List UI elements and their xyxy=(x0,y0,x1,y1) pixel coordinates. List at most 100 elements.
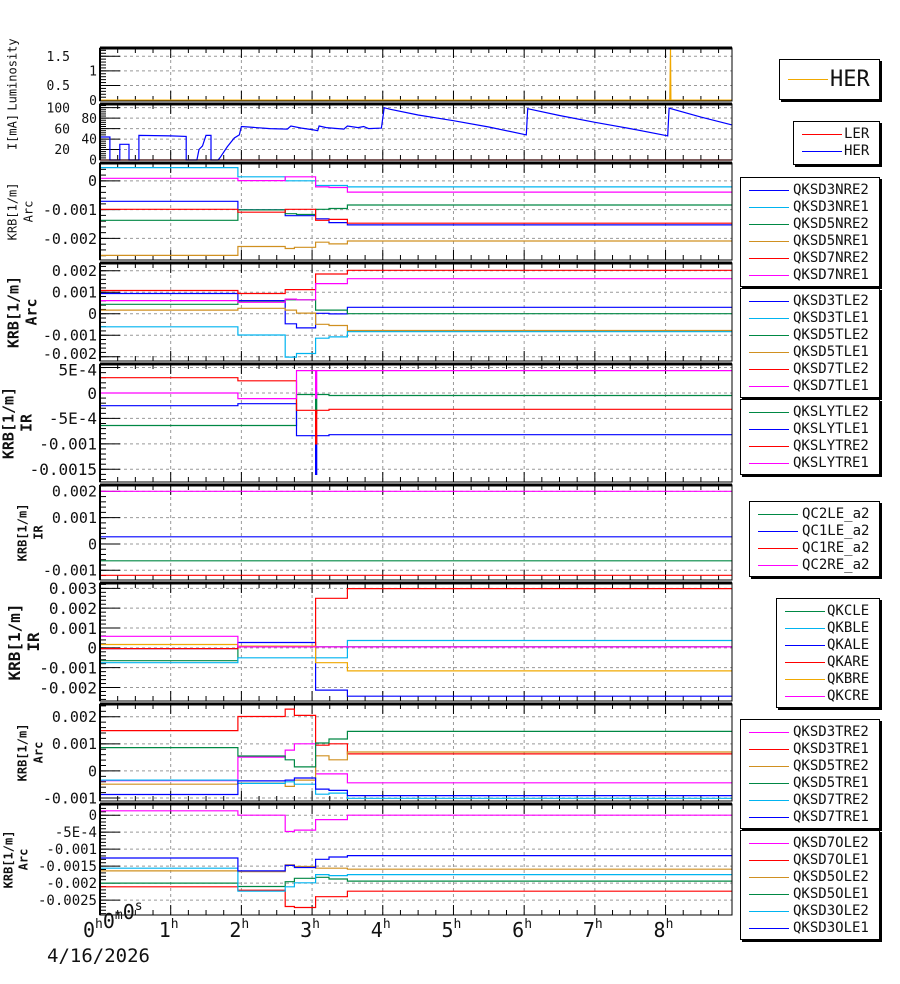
y-tick-label: 0.001 xyxy=(52,284,97,302)
series-qksd5ole1 xyxy=(100,876,732,888)
y-axis-label: IR xyxy=(18,413,36,432)
legend-label: QC1LE_a2 xyxy=(802,523,870,539)
y-axis-label: Arc xyxy=(23,298,41,325)
series-qkslytre1 xyxy=(100,370,732,400)
x-axis-date: 4/16/2026 xyxy=(47,945,150,967)
legend-swatch xyxy=(749,860,789,861)
x-tick-value: 7 xyxy=(583,918,595,942)
legend-swatch xyxy=(749,190,789,191)
legend-swatch xyxy=(749,258,789,259)
legend-label: LER xyxy=(844,126,870,142)
legend-label: QKSD7TRE1 xyxy=(793,809,869,825)
x-tick-value: 0 xyxy=(123,900,135,924)
y-axis-label: KRB[1/m] xyxy=(5,276,23,348)
legend-label: QC1RE_a2 xyxy=(802,540,870,556)
y-tick-label: -0.001 xyxy=(39,435,97,454)
y-axis-label: KRB[1/m] xyxy=(5,603,24,680)
legend-swatch xyxy=(749,275,789,276)
panel-3: 0 -0.001 -0.002 KRB[1/m] Arc xyxy=(5,161,733,261)
x-tick-unit: h xyxy=(241,917,249,932)
panel-frame xyxy=(99,582,733,702)
series-qksd3nre1 xyxy=(100,167,732,188)
y-tick-label: -0.0015 xyxy=(30,460,97,479)
legend-label: QKBRE xyxy=(827,671,870,687)
legend-swatch xyxy=(749,386,789,387)
legend-swatch xyxy=(749,817,789,818)
legend-swatch xyxy=(749,463,789,464)
legend-panel-6: QC2LE_a2 QC1LE_a2 QC1RE_a2 QC2RE_a2 xyxy=(749,501,880,577)
legend-swatch xyxy=(785,696,825,697)
y-tick-label: -0.0015 xyxy=(38,859,97,875)
y-tick-label: -0.001 xyxy=(39,658,97,677)
y-tick-label: 0.001 xyxy=(49,619,97,638)
panel-4: 0.002 0.001 0 -0.001-0.002 KRB[1/m] Arc xyxy=(5,261,733,363)
y-tick-label: -0.001 xyxy=(43,789,97,807)
y-axis-label: KRB[1/m] xyxy=(1,831,15,889)
series-qksd5tle1 xyxy=(100,307,732,332)
series-qksd7nre1 xyxy=(100,176,732,193)
panel-6: 0.002 0.001 0 -0.001 KRB[1/m] IR xyxy=(15,483,733,581)
y-axis-label: Arc xyxy=(21,201,35,223)
series-qksd7tre2 xyxy=(100,779,732,799)
y-axis-label: IR xyxy=(31,525,45,540)
legend-label: QKSD5NRE2 xyxy=(793,216,869,232)
y-tick-label: 0 xyxy=(88,535,97,553)
y-tick-label: 1.5 xyxy=(47,50,70,65)
legend-swatch xyxy=(749,783,789,784)
y-tick-label: 40 xyxy=(81,133,97,148)
y-tick-label: 100 xyxy=(47,101,70,116)
panel-frame xyxy=(99,262,733,362)
series-qksd7ole2 xyxy=(100,810,732,833)
legend-label: QKSLYTLE2 xyxy=(793,404,869,420)
x-tick-label: 2h xyxy=(229,917,249,942)
y-tick-label: -0.002 xyxy=(46,876,97,892)
y-axis-label: KRB[1/m] xyxy=(15,504,29,562)
legend-swatch xyxy=(749,207,789,208)
legend-panel-2: LER HER xyxy=(793,121,880,165)
legend-swatch xyxy=(749,318,789,319)
legend-label: QKSD3OLE2 xyxy=(793,903,869,919)
legend-swatch xyxy=(802,151,842,152)
legend-label: HER xyxy=(844,143,870,159)
x-tick-unit: h xyxy=(95,917,103,932)
series-qkble xyxy=(100,639,732,664)
y-tick-label: 20 xyxy=(54,143,70,158)
y-tick-label: -5E-4 xyxy=(55,825,97,841)
legend-swatch xyxy=(749,843,789,844)
panel-5: 5E-4 0 -5E-4 -0.001 -0.0015 KRB[1/m] IR xyxy=(0,360,733,483)
legend-label: QC2LE_a2 xyxy=(802,506,870,522)
series-qksd3tle1 xyxy=(100,326,732,358)
y-axis-label: Luminosity xyxy=(5,38,19,110)
y-tick-label: 0 xyxy=(89,94,97,109)
legend-swatch xyxy=(785,679,825,680)
legend-swatch xyxy=(749,335,789,336)
series-qkslytle2 xyxy=(100,393,732,427)
legend-swatch xyxy=(749,301,789,302)
series-qksd3ole1 xyxy=(100,855,732,872)
legend-label: QKSD5TRE1 xyxy=(793,775,869,791)
series-qksd3ole2 xyxy=(100,867,732,892)
legend-swatch xyxy=(749,369,789,370)
x-tick-value: 6 xyxy=(512,918,524,942)
y-axis-label: Arc xyxy=(31,742,45,764)
legend-label: HER xyxy=(830,67,870,92)
series-qksd3tle2 xyxy=(100,292,732,329)
legend-label: QKSD3TRE2 xyxy=(793,724,869,740)
x-tick-label: 0h0m0s xyxy=(83,899,143,942)
legend-panel-8: QKSD3TRE2 QKSD3TRE1 QKSD5TRE2 QKSD5TRE1 QKSD… xyxy=(740,719,880,829)
y-axis-label: KRB[1/m] xyxy=(0,387,18,459)
series-qkale xyxy=(100,641,732,697)
legend-swatch xyxy=(802,134,842,135)
y-tick-label: 0 xyxy=(88,172,97,190)
legend-label: QC2RE_a2 xyxy=(802,557,870,573)
panel-frame xyxy=(99,162,733,261)
legend-swatch xyxy=(749,766,789,767)
panel-9: 0-5E-4-0.001-0.0015-0.002-0.0025 KRB[1/m]… xyxy=(1,802,733,916)
series-qksd7tle1 xyxy=(100,278,732,303)
legend-swatch xyxy=(749,911,789,912)
legend-swatch xyxy=(749,224,789,225)
legend-swatch xyxy=(749,446,789,447)
x-tick-unit: h xyxy=(312,917,320,932)
